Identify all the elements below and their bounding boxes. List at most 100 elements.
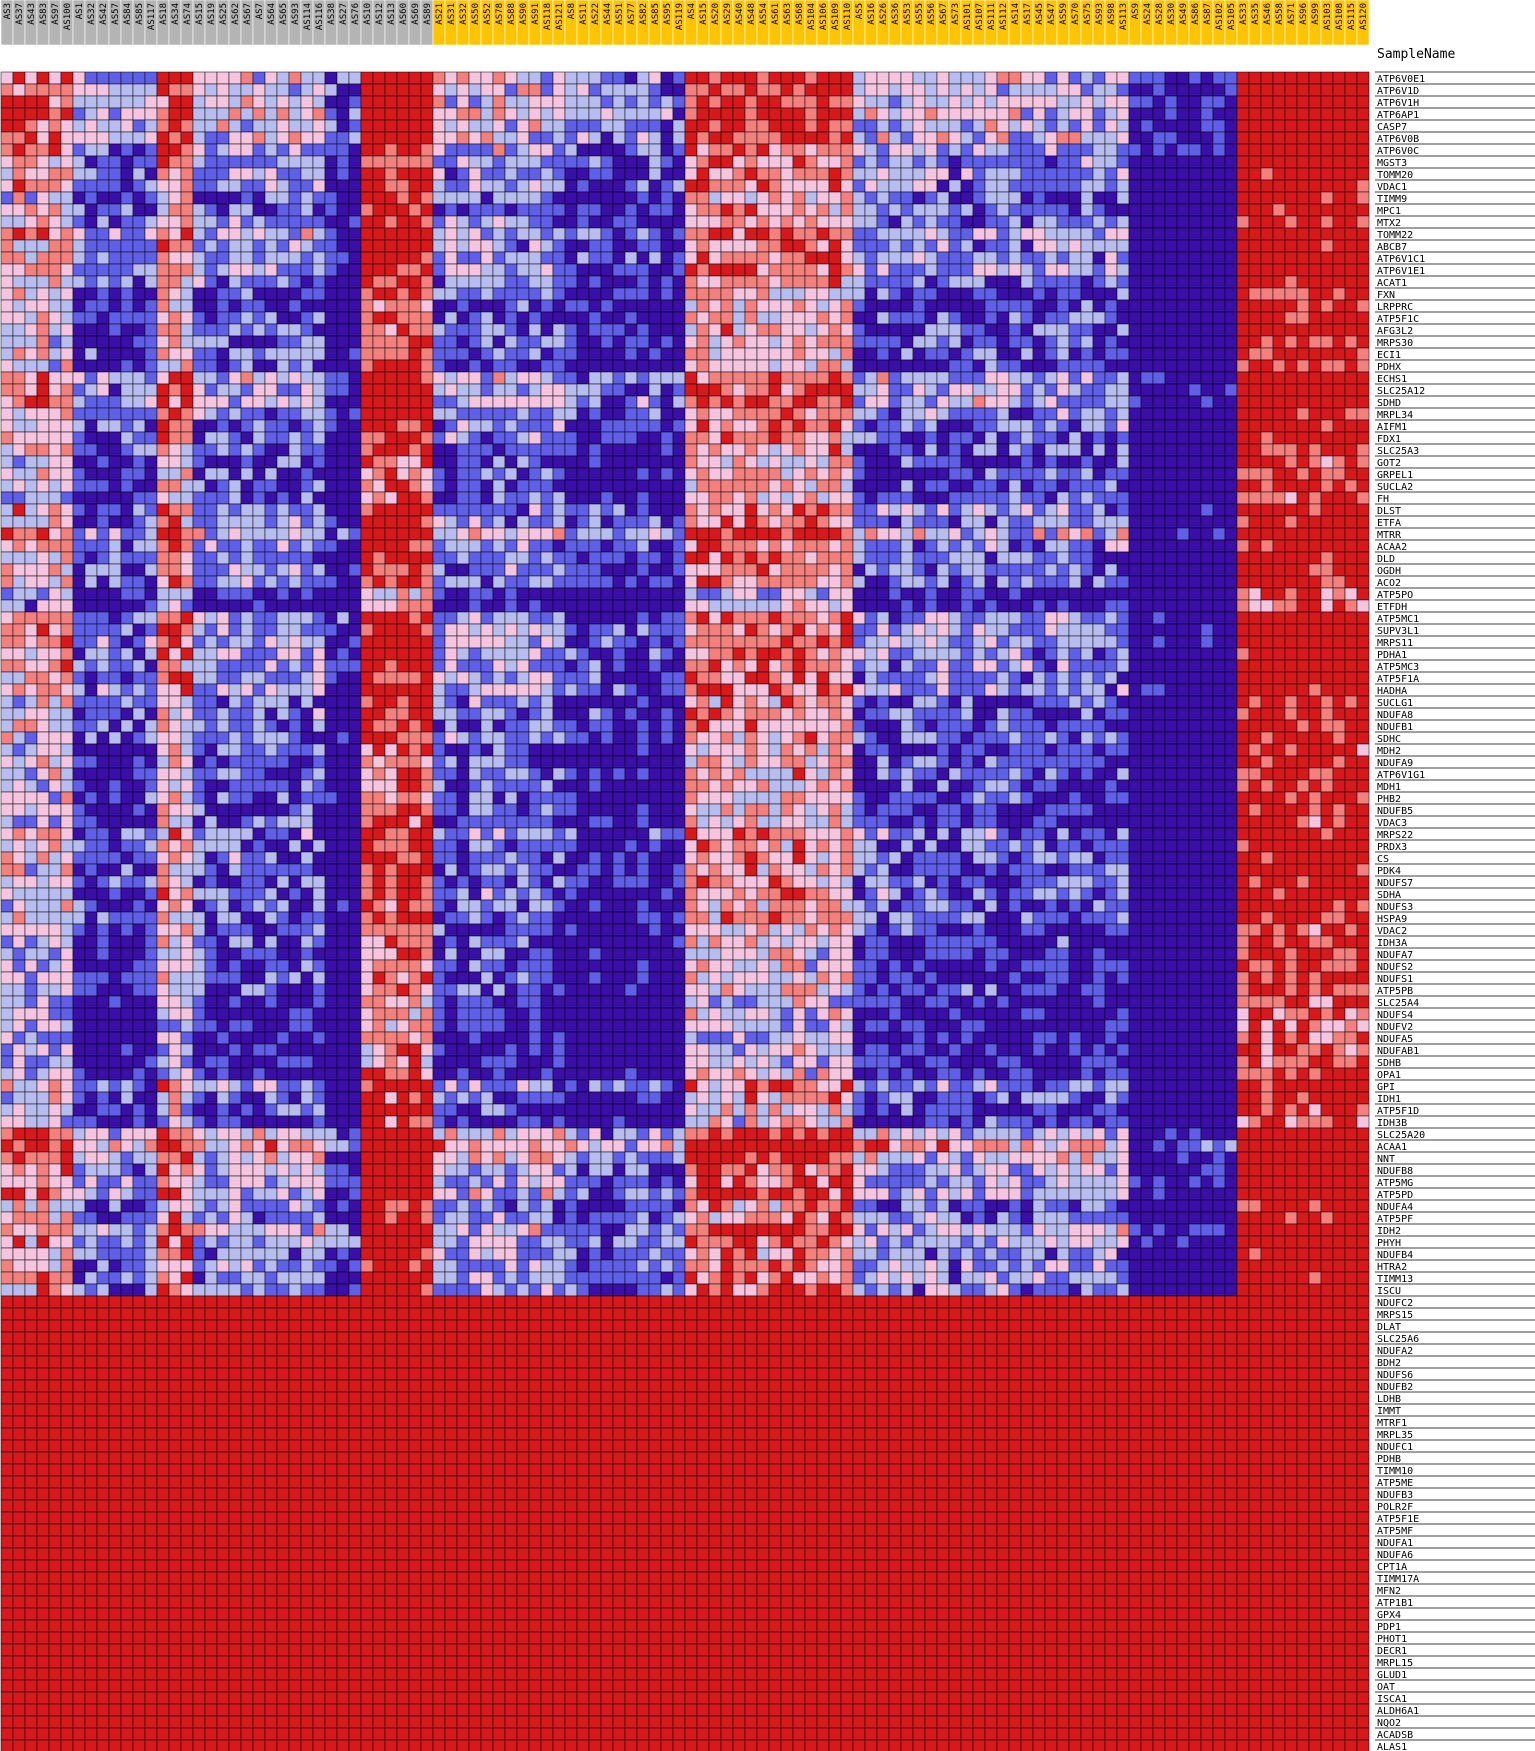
heatmap-cell bbox=[1008, 371, 1022, 385]
heatmap-cell bbox=[696, 311, 710, 325]
heatmap-cell bbox=[1104, 275, 1118, 289]
heatmap-cell bbox=[156, 167, 170, 181]
heatmap-cell bbox=[1260, 551, 1274, 565]
heatmap-cell bbox=[684, 395, 698, 409]
heatmap-cell bbox=[1176, 263, 1190, 277]
heatmap-cell bbox=[372, 407, 386, 421]
heatmap-cell bbox=[1140, 431, 1154, 445]
heatmap-cell bbox=[672, 455, 686, 469]
heatmap-cell bbox=[840, 107, 854, 121]
heatmap-cell bbox=[384, 407, 398, 421]
heatmap-cell bbox=[1068, 167, 1082, 181]
heatmap-cell bbox=[408, 83, 422, 97]
heatmap-cell bbox=[672, 95, 686, 109]
heatmap-cell bbox=[144, 275, 158, 289]
heatmap-cell bbox=[660, 95, 674, 109]
heatmap-cell bbox=[132, 95, 146, 109]
heatmap-cell bbox=[648, 335, 662, 349]
column-label: AS35 bbox=[1251, 3, 1261, 25]
heatmap-cell bbox=[768, 107, 782, 121]
heatmap-cell bbox=[756, 371, 770, 385]
heatmap-cell bbox=[1044, 491, 1058, 505]
heatmap-cell bbox=[468, 323, 482, 337]
heatmap-cell bbox=[1260, 539, 1274, 553]
heatmap-cell bbox=[372, 467, 386, 481]
heatmap-cell bbox=[996, 155, 1010, 169]
heatmap-cell bbox=[1236, 131, 1250, 145]
heatmap-cell bbox=[732, 347, 746, 361]
heatmap-cell bbox=[492, 323, 506, 337]
heatmap-cell bbox=[396, 179, 410, 193]
heatmap-cell bbox=[1176, 419, 1190, 433]
heatmap-cell bbox=[216, 71, 230, 85]
heatmap-cell bbox=[276, 419, 290, 433]
heatmap-cell bbox=[132, 323, 146, 337]
heatmap-cell bbox=[1320, 335, 1334, 349]
heatmap-cell bbox=[1140, 155, 1154, 169]
heatmap-cell bbox=[792, 119, 806, 133]
heatmap-cell bbox=[768, 347, 782, 361]
heatmap-cell bbox=[1032, 407, 1046, 421]
heatmap-cell bbox=[204, 479, 218, 493]
heatmap-cell bbox=[492, 503, 506, 517]
heatmap-cell bbox=[132, 107, 146, 121]
heatmap-cell bbox=[984, 383, 998, 397]
heatmap-cell bbox=[864, 167, 878, 181]
heatmap-cell bbox=[300, 203, 314, 217]
heatmap-cell bbox=[96, 311, 110, 325]
heatmap-cell bbox=[1236, 203, 1250, 217]
heatmap-cell bbox=[396, 323, 410, 337]
heatmap-cell bbox=[636, 299, 650, 313]
heatmap-cell bbox=[1080, 395, 1094, 409]
heatmap-cell bbox=[780, 443, 794, 457]
heatmap-cell bbox=[312, 167, 326, 181]
heatmap-cell bbox=[432, 491, 446, 505]
heatmap-cell bbox=[852, 95, 866, 109]
heatmap-cell bbox=[876, 191, 890, 205]
heatmap-cell bbox=[288, 263, 302, 277]
heatmap-cell bbox=[540, 215, 554, 229]
heatmap-cell bbox=[1092, 347, 1106, 361]
heatmap-cell bbox=[936, 95, 950, 109]
heatmap-cell bbox=[168, 551, 182, 565]
heatmap-cell bbox=[792, 383, 806, 397]
heatmap-cell bbox=[60, 527, 74, 541]
heatmap-cell bbox=[840, 143, 854, 157]
heatmap-cell bbox=[816, 71, 830, 85]
heatmap-cell bbox=[240, 107, 254, 121]
heatmap-cell bbox=[24, 371, 38, 385]
heatmap-cell bbox=[876, 119, 890, 133]
heatmap-cell bbox=[1248, 551, 1262, 565]
heatmap-cell bbox=[348, 371, 362, 385]
heatmap-cell bbox=[420, 83, 434, 97]
heatmap-cell bbox=[1008, 467, 1022, 481]
heatmap-cell bbox=[1152, 371, 1166, 385]
heatmap-cell bbox=[48, 239, 62, 253]
heatmap-cell bbox=[120, 83, 134, 97]
heatmap-cell bbox=[1020, 263, 1034, 277]
heatmap-cell bbox=[1044, 143, 1058, 157]
heatmap-cell bbox=[1200, 491, 1214, 505]
heatmap-cell bbox=[1332, 515, 1346, 529]
heatmap-cell bbox=[48, 479, 62, 493]
heatmap-cell bbox=[216, 311, 230, 325]
heatmap-cell bbox=[576, 383, 590, 397]
column-label: AS95 bbox=[663, 3, 673, 25]
heatmap-cell bbox=[1332, 371, 1346, 385]
heatmap-cell bbox=[1008, 395, 1022, 409]
column-label: AS38 bbox=[327, 3, 337, 25]
heatmap-cell bbox=[768, 443, 782, 457]
heatmap-cell bbox=[1284, 359, 1298, 373]
heatmap-cell bbox=[492, 431, 506, 445]
heatmap-cell bbox=[1212, 455, 1226, 469]
heatmap-cell bbox=[828, 383, 842, 397]
heatmap-cell bbox=[492, 167, 506, 181]
heatmap-cell bbox=[300, 395, 314, 409]
heatmap-cell bbox=[72, 143, 86, 157]
heatmap-cell bbox=[300, 335, 314, 349]
heatmap-cell bbox=[396, 359, 410, 373]
heatmap-cell bbox=[960, 359, 974, 373]
heatmap-cell bbox=[1092, 359, 1106, 373]
heatmap-cell bbox=[864, 239, 878, 253]
heatmap-cell bbox=[840, 491, 854, 505]
